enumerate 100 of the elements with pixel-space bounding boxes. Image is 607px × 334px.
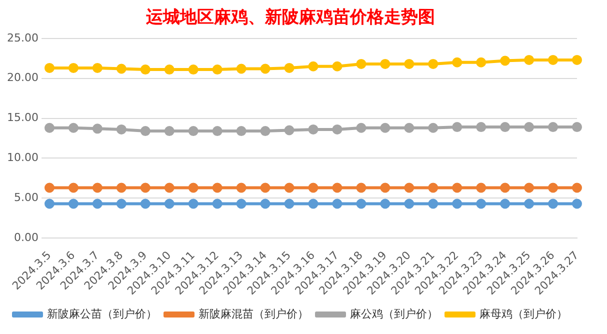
point xyxy=(500,122,510,132)
point xyxy=(356,58,366,69)
point xyxy=(260,126,270,136)
point xyxy=(332,182,342,193)
point xyxy=(356,122,366,133)
point xyxy=(44,198,54,209)
point xyxy=(188,64,198,75)
point xyxy=(164,198,174,209)
point xyxy=(500,198,510,209)
point xyxy=(92,124,102,134)
point xyxy=(44,122,54,133)
point xyxy=(212,182,222,193)
point xyxy=(524,182,534,193)
point xyxy=(476,122,486,132)
point xyxy=(380,58,390,69)
point xyxy=(548,182,558,193)
point xyxy=(260,182,270,193)
point xyxy=(140,182,150,193)
point xyxy=(188,182,198,193)
point xyxy=(500,56,510,66)
point xyxy=(116,198,126,209)
point xyxy=(380,198,390,209)
point xyxy=(188,198,198,209)
point xyxy=(524,54,534,65)
point xyxy=(92,198,102,209)
point xyxy=(524,198,534,209)
point xyxy=(404,198,414,209)
point xyxy=(284,125,294,136)
point xyxy=(44,182,54,193)
point xyxy=(572,122,582,132)
point xyxy=(236,64,246,74)
point xyxy=(452,198,462,209)
point xyxy=(332,198,342,209)
point xyxy=(68,198,78,209)
point xyxy=(236,182,246,193)
point xyxy=(212,198,222,209)
point xyxy=(404,122,414,133)
point xyxy=(140,64,150,75)
point xyxy=(476,182,486,193)
y-tick-label: 5.00 xyxy=(14,191,38,204)
point xyxy=(356,198,366,209)
point xyxy=(428,122,438,133)
point xyxy=(260,198,270,209)
y-tick-label: 15.00 xyxy=(6,111,38,124)
point xyxy=(572,198,582,209)
point xyxy=(68,182,78,193)
point xyxy=(260,64,270,74)
point xyxy=(548,198,558,209)
point xyxy=(68,62,78,73)
point xyxy=(428,58,438,69)
point xyxy=(452,182,462,193)
point xyxy=(332,61,342,72)
point xyxy=(236,126,246,136)
legend-label: 新陂麻公苗（到户价） xyxy=(47,307,157,320)
point xyxy=(332,124,342,134)
point xyxy=(116,124,126,134)
point xyxy=(476,57,486,68)
point xyxy=(164,182,174,193)
point xyxy=(236,198,246,209)
point xyxy=(116,64,126,74)
point xyxy=(524,122,534,132)
point xyxy=(140,126,150,136)
point xyxy=(548,54,558,65)
legend-label: 麻公鸡（到户价） xyxy=(350,307,438,320)
point xyxy=(284,62,294,73)
point xyxy=(548,122,558,132)
legend-label: 新陂麻混苗（到户价） xyxy=(198,307,308,320)
point xyxy=(404,58,414,69)
point xyxy=(212,64,222,75)
point xyxy=(92,62,102,73)
point xyxy=(116,182,126,193)
y-tick-label: 25.00 xyxy=(6,31,38,44)
y-tick-label: 20.00 xyxy=(6,71,38,84)
point xyxy=(284,198,294,209)
point xyxy=(404,182,414,193)
legend-label: 麻母鸡（到户价） xyxy=(480,307,568,320)
point xyxy=(572,54,582,65)
point xyxy=(212,126,222,136)
point xyxy=(380,182,390,193)
point xyxy=(380,122,390,133)
point xyxy=(308,182,318,193)
y-tick-label: 0.00 xyxy=(14,230,38,244)
point xyxy=(164,64,174,75)
point xyxy=(308,61,318,72)
point xyxy=(428,198,438,209)
point xyxy=(500,182,510,193)
point xyxy=(164,126,174,136)
chart-title: 运城地区麻鸡、新陂麻鸡苗价格走势图 xyxy=(145,8,435,28)
point xyxy=(428,182,438,193)
point xyxy=(44,62,54,73)
point xyxy=(68,122,78,133)
point xyxy=(356,182,366,193)
point xyxy=(140,198,150,209)
point xyxy=(572,182,582,193)
point xyxy=(308,124,318,134)
point xyxy=(452,122,462,132)
point xyxy=(476,198,486,209)
point xyxy=(92,182,102,193)
y-tick-label: 10.00 xyxy=(6,151,38,164)
point xyxy=(188,126,198,136)
